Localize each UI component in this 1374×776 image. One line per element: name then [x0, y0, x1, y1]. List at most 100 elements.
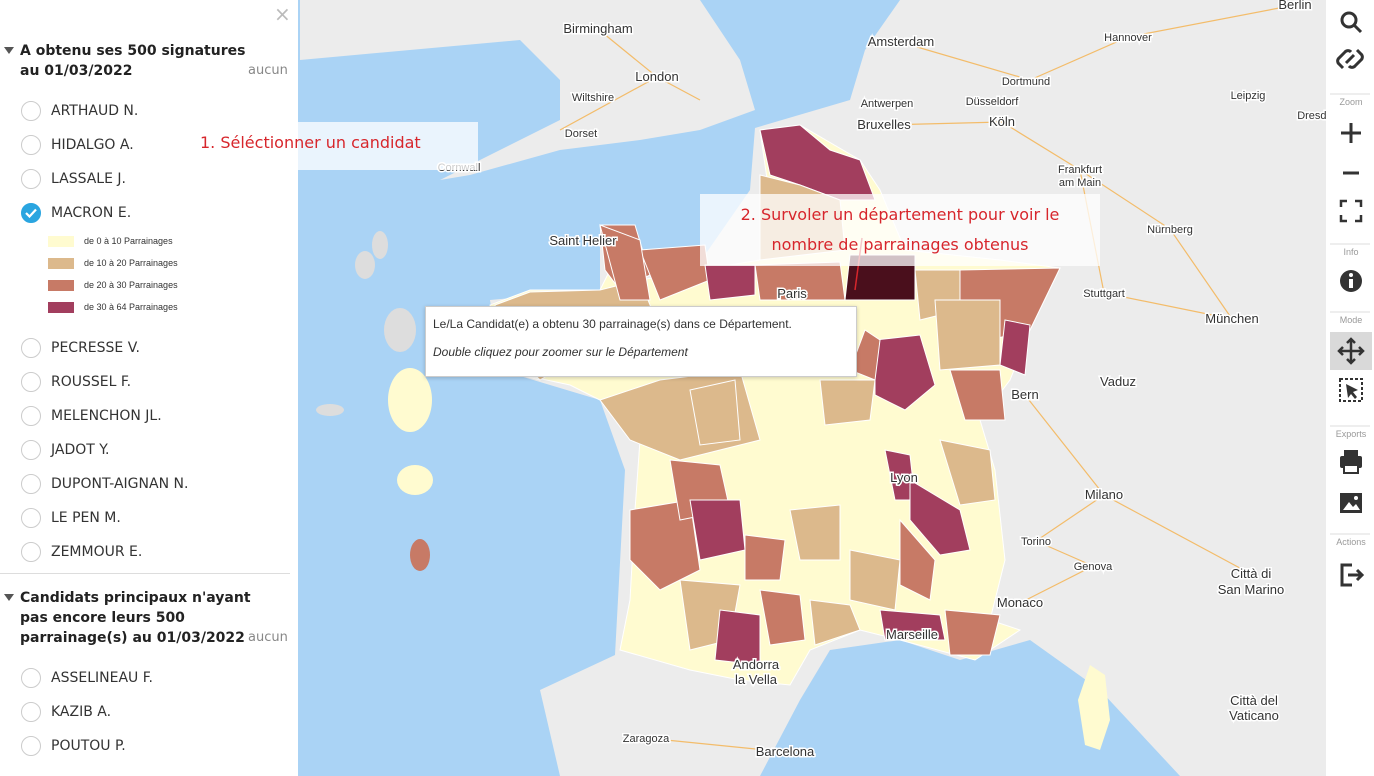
candidate-name: ASSELINEAU F. [51, 670, 153, 686]
radio [21, 338, 41, 358]
candidate-row[interactable]: DUPONT-AIGNAN N. [0, 467, 298, 501]
radio [21, 508, 41, 528]
city: Marseille [886, 627, 938, 642]
city: Città del [1230, 693, 1278, 708]
city: la Vella [735, 672, 778, 687]
group-title: Candidats principaux n'ayant pas encore … [0, 588, 288, 648]
candidate-row[interactable]: MELENCHON JL. [0, 399, 298, 433]
candidate-row[interactable]: LASSALE J. [0, 162, 298, 196]
city: Bern [1011, 387, 1038, 402]
city: Köln [989, 114, 1015, 129]
legend-label: de 30 à 64 Parrainages [84, 302, 178, 312]
tooltip-line: Le/La Candidat(e) a obtenu 30 parrainage… [433, 317, 792, 331]
candidate-name: MACRON E. [51, 205, 132, 221]
city: Nürnberg [1147, 224, 1193, 236]
city: Monaco [997, 595, 1043, 610]
tooltip-line: Double cliquez pour zoomer sur le Départ… [433, 345, 688, 359]
candidate-row[interactable]: HIDALGO A. [0, 128, 298, 162]
legend-swatch [48, 301, 74, 313]
radio [21, 169, 41, 189]
city: Antwerpen [861, 98, 914, 110]
collapse-toggle[interactable] [4, 594, 14, 601]
candidate-name: PECRESSE V. [51, 340, 140, 356]
city: Zaragoza [623, 733, 670, 745]
city: Vaticano [1229, 708, 1279, 723]
city: Barcelona [756, 744, 815, 759]
select-none[interactable]: aucun [248, 63, 288, 78]
city: Leipzig [1231, 90, 1266, 102]
city: Milano [1085, 487, 1123, 502]
candidate-row[interactable]: ROUSSEL F. [0, 365, 298, 399]
candidate-name: ARTHAUD N. [51, 103, 139, 119]
toolbar-section-label: Actions [1336, 537, 1366, 547]
city: Dorset [565, 128, 597, 140]
side-panel: × A obtenu ses 500 signatures au 01/03/2… [0, 0, 298, 776]
toolbar: Zoom Info Mode Exports Actions [1326, 0, 1374, 776]
collapse-toggle[interactable] [4, 47, 14, 54]
candidate-row[interactable]: ZEMMOUR E. [0, 535, 298, 569]
candidate-name: HIDALGO A. [51, 137, 134, 153]
city: Bruxelles [857, 117, 911, 132]
candidate-row[interactable]: JADOT Y. [0, 433, 298, 467]
radio [21, 736, 41, 756]
separator [0, 573, 290, 574]
corsica [1078, 665, 1110, 750]
annotation-line: 2. Survoler un département pour voir le [740, 205, 1060, 224]
candidate-list: ARTHAUD N. HIDALGO A. LASSALE J. MACRON E. d… [0, 94, 298, 569]
select-mode[interactable] [1339, 378, 1363, 402]
annotation: 2. Survoler un département pour voir le … [700, 194, 1100, 266]
toolbar-section-label: Mode [1340, 315, 1363, 325]
group-title-text: A obtenu ses 500 signatures au 01/03/202… [20, 43, 246, 79]
radio [21, 668, 41, 688]
candidate-row[interactable]: POUTOU P. [0, 729, 298, 763]
candidate-name: ZEMMOUR E. [51, 544, 143, 560]
city-labels: Birmingham Amsterdam Berlin Hannover Lon… [436, 0, 1340, 761]
check [25, 208, 37, 218]
candidate-row[interactable]: LE PEN M. [0, 501, 298, 535]
city: Saint Helier [549, 233, 617, 248]
uk [300, 0, 755, 180]
exit-icon[interactable] [1340, 563, 1365, 587]
candidate-name: MELENCHON JL. [51, 408, 162, 424]
candidate-row[interactable]: ASSELINEAU F. [0, 661, 298, 695]
annotation: 1. Séléctionner un candidat [190, 122, 478, 170]
city: Lyon [890, 470, 918, 485]
toolbar-section-label: Info [1343, 247, 1358, 257]
legend-swatch [48, 257, 74, 269]
legend-swatch [48, 279, 74, 291]
select-none[interactable]: aucun [248, 630, 288, 645]
link-icon[interactable] [1336, 48, 1364, 70]
toolbar-section-label: Zoom [1339, 97, 1362, 107]
fullscreen[interactable] [1339, 199, 1363, 223]
legend-label: de 20 à 30 Parrainages [84, 280, 178, 290]
city: Paris [777, 286, 807, 301]
candidate-row[interactable]: ARTHAUD N. [0, 94, 298, 128]
city: Andorra [733, 657, 780, 672]
candidate-row[interactable]: PECRESSE V. [0, 331, 298, 365]
zoom-in[interactable] [1341, 123, 1361, 143]
legend-item: de 10 à 20 Parrainages [0, 252, 298, 274]
candidate-name: LE PEN M. [51, 510, 121, 526]
city: Hannover [1104, 32, 1152, 44]
legend-item: de 20 à 30 Parrainages [0, 274, 298, 296]
radio [21, 474, 41, 494]
city: Torino [1021, 536, 1051, 548]
city: Dortmund [1002, 76, 1050, 88]
radio [21, 440, 41, 460]
candidate-row[interactable]: MACRON E. [0, 196, 298, 230]
candidate-list: ASSELINEAU F. KAZIB A. POUTOU P. [0, 661, 298, 763]
roads [559, 4, 1296, 753]
city: Amsterdam [868, 34, 934, 49]
radio [21, 135, 41, 155]
city: Frankfurt [1058, 164, 1102, 176]
city: San Marino [1218, 582, 1284, 597]
candidate-row[interactable]: KAZIB A. [0, 695, 298, 729]
legend-label: de 0 à 10 Parrainages [84, 236, 173, 246]
legend-label: de 10 à 20 Parrainages [84, 258, 178, 268]
search-icon[interactable] [1340, 11, 1358, 29]
close-button[interactable]: × [274, 2, 291, 26]
radio [21, 203, 41, 223]
candidate-name: ROUSSEL F. [51, 374, 132, 390]
